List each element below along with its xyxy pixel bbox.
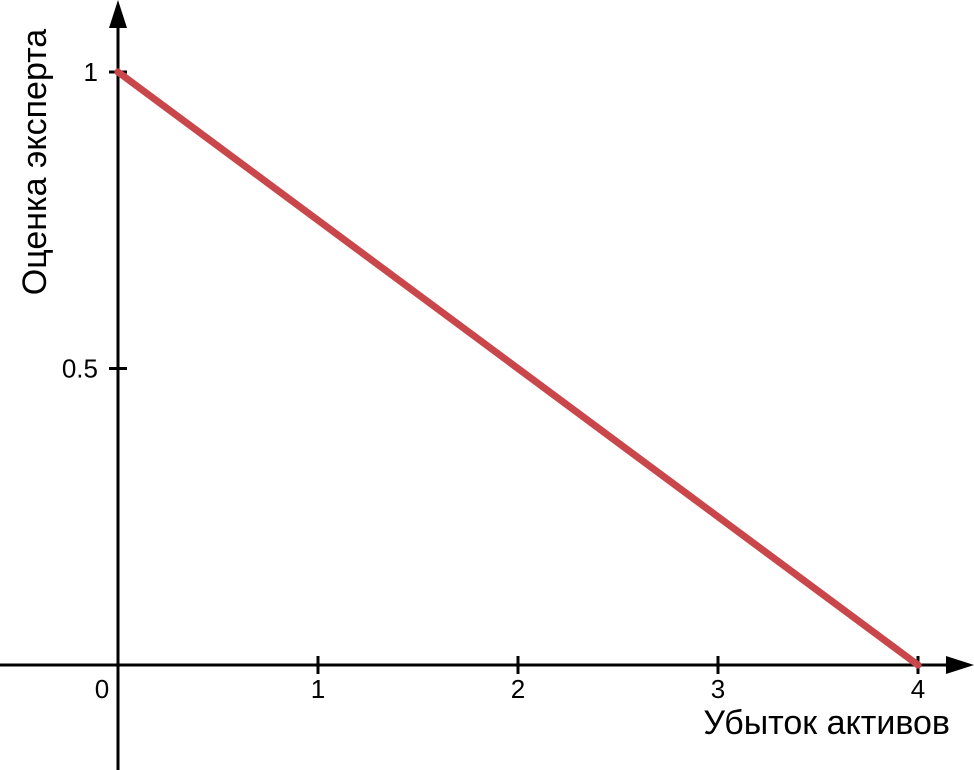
- data-point: [914, 661, 922, 669]
- y-axis-arrow: [109, 0, 127, 28]
- series-line: [114, 68, 922, 669]
- y-axis-title: Оценка эксперта: [16, 29, 54, 295]
- data-point: [114, 68, 122, 76]
- y-tick-label: 0.5: [62, 354, 98, 384]
- series: [114, 68, 922, 669]
- x-tick-label: 3: [711, 674, 725, 704]
- x-tick-label: 1: [311, 674, 325, 704]
- x-tick-label: 4: [911, 674, 925, 704]
- ticks: 0 1 2 3 4 0.5 1: [62, 57, 925, 704]
- x-axis-arrow: [946, 656, 974, 674]
- y-tick-label: 1: [84, 57, 98, 87]
- x-tick-label: 2: [511, 674, 525, 704]
- x-axis-title: Убыток активов: [703, 704, 950, 742]
- x-tick-label: 0: [95, 674, 109, 704]
